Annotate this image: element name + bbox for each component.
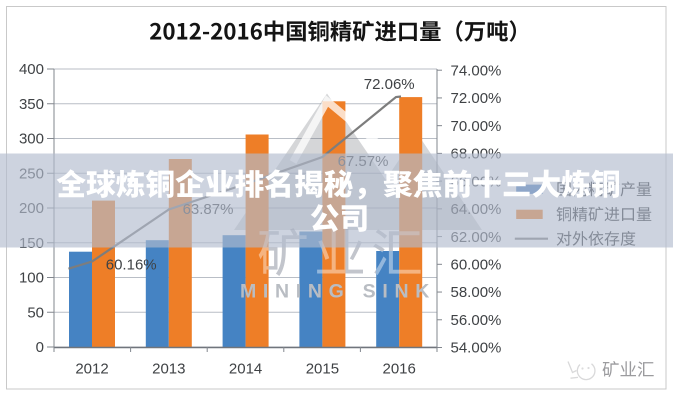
- svg-text:54.00%: 54.00%: [451, 340, 502, 357]
- svg-text:50: 50: [27, 304, 44, 321]
- svg-text:56.00%: 56.00%: [451, 312, 502, 329]
- svg-text:350: 350: [19, 96, 44, 113]
- svg-text:60.00%: 60.00%: [451, 257, 502, 274]
- svg-text:0: 0: [36, 339, 44, 356]
- svg-text:70.00%: 70.00%: [451, 118, 502, 135]
- svg-text:60.16%: 60.16%: [106, 257, 157, 274]
- svg-text:MINING SINK: MINING SINK: [240, 281, 436, 303]
- svg-text:2016: 2016: [383, 361, 416, 378]
- svg-text:300: 300: [19, 131, 44, 148]
- svg-text:2014: 2014: [229, 361, 262, 378]
- svg-text:400: 400: [19, 61, 44, 78]
- svg-text:100: 100: [19, 270, 44, 287]
- svg-text:72.00%: 72.00%: [451, 90, 502, 107]
- svg-text:2015: 2015: [306, 361, 339, 378]
- svg-text:58.00%: 58.00%: [451, 284, 502, 301]
- svg-text:2013: 2013: [152, 361, 185, 378]
- svg-text:74.00%: 74.00%: [451, 62, 502, 79]
- svg-text:2012: 2012: [75, 361, 108, 378]
- svg-text:72.06%: 72.06%: [364, 76, 415, 93]
